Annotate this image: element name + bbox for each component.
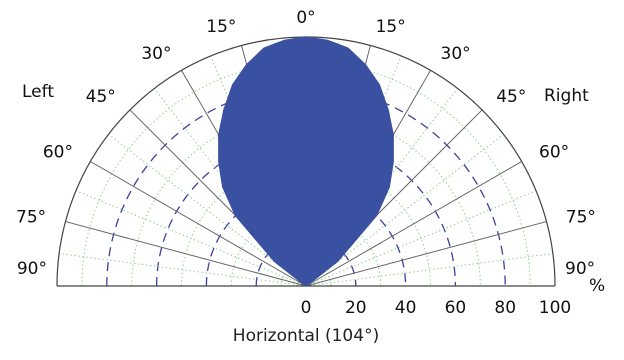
angle-tick-label: 45° — [496, 87, 526, 107]
radial-tick-label: 60 — [445, 298, 467, 318]
side-label-left: Left — [22, 82, 54, 102]
chart-caption: Horizontal (104°) — [233, 326, 379, 346]
intensity-area — [218, 36, 394, 287]
angle-tick-label: 60° — [43, 143, 73, 163]
dotted-ring — [81, 61, 531, 287]
minor-spoke — [305, 253, 553, 287]
side-label-right: Right — [544, 86, 589, 106]
angle-tick-label: 75° — [566, 207, 596, 227]
angle-tick-label: 60° — [539, 143, 569, 163]
minor-spoke — [59, 253, 307, 287]
angle-tick-label: 45° — [86, 87, 116, 107]
spoke-line — [65, 221, 307, 287]
radial-tick-label: 20 — [345, 298, 367, 318]
minor-spoke — [305, 190, 537, 287]
label-layer: Left Right % Horizontal (104°) 90° 75° 60°… — [16, 8, 605, 346]
radial-tick-label: 0 — [301, 298, 312, 318]
data-layer — [218, 36, 394, 287]
radial-tick-label: 80 — [494, 298, 516, 318]
angle-tick-label: 15° — [376, 17, 406, 37]
spoke-line — [305, 161, 522, 287]
angle-tick-label: 90° — [17, 259, 47, 279]
dashed-ring — [106, 86, 506, 287]
angle-tick-label: 30° — [141, 44, 171, 64]
angle-tick-label: 30° — [441, 44, 471, 64]
radial-tick-label: 100 — [539, 298, 571, 318]
radial-unit-label: % — [589, 276, 605, 296]
angle-tick-label: 75° — [16, 207, 46, 227]
radial-tick-label: 40 — [395, 298, 417, 318]
spoke-line — [90, 161, 307, 287]
angle-tick-label: 0° — [296, 8, 315, 28]
angle-tick-label: 90° — [565, 259, 595, 279]
dashed-ring — [155, 136, 457, 287]
minor-spoke — [75, 190, 307, 287]
angle-tick-label: 15° — [206, 17, 236, 37]
spoke-line — [305, 221, 547, 287]
